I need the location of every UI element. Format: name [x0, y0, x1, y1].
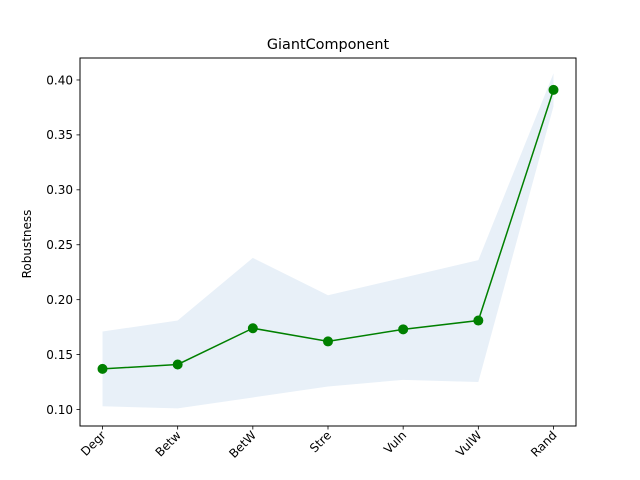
y-tick-label: 0.15 — [46, 348, 73, 362]
y-axis-label: Robustness — [20, 210, 34, 279]
data-point-rand — [548, 84, 559, 95]
y-tick-label: 0.25 — [46, 238, 73, 252]
series-marker-layer — [97, 84, 559, 374]
y-tick-label: 0.30 — [46, 183, 73, 197]
x-tick-label: BetW — [226, 428, 259, 461]
data-point-betw — [247, 323, 258, 334]
confidence-band — [102, 73, 554, 409]
y-tick-label: 0.40 — [46, 73, 73, 87]
chart-title: GiantComponent — [267, 37, 390, 53]
data-point-degr — [97, 363, 108, 374]
y-tick-label: 0.20 — [46, 293, 73, 307]
y-axis-ticks: 0.10 0.15 0.20 0.25 0.30 0.35 0.40 — [46, 73, 80, 417]
confidence-band-layer — [102, 73, 554, 409]
x-tick-label: Rand — [528, 428, 560, 460]
data-point-stre — [323, 336, 333, 347]
data-point-vuln — [398, 324, 409, 335]
x-tick-label: Stre — [307, 428, 334, 455]
y-tick-label: 0.35 — [46, 128, 73, 142]
x-tick-label: VulW — [453, 428, 484, 459]
y-tick-label: 0.10 — [46, 403, 73, 417]
x-axis-ticks: Degr Betw BetW Stre Vuln VulW Rand — [78, 426, 560, 461]
x-tick-label: Vuln — [381, 428, 409, 456]
x-tick-label: Betw — [153, 428, 184, 459]
data-point-betw — [172, 359, 183, 370]
data-point-vulw — [473, 315, 484, 326]
x-tick-label: Degr — [78, 428, 109, 459]
